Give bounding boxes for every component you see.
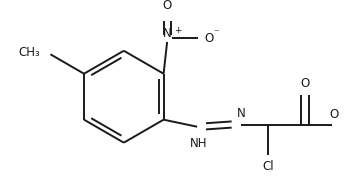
Text: ⁻: ⁻ xyxy=(213,28,218,38)
Text: +: + xyxy=(174,26,182,35)
Text: O: O xyxy=(204,32,213,45)
Text: NH: NH xyxy=(190,137,208,150)
Text: O: O xyxy=(300,77,310,90)
Text: CH₃: CH₃ xyxy=(18,46,40,59)
Text: N: N xyxy=(237,107,246,120)
Text: Cl: Cl xyxy=(262,160,274,173)
Text: N: N xyxy=(163,27,171,40)
Text: O: O xyxy=(162,0,172,12)
Text: O: O xyxy=(330,108,339,121)
